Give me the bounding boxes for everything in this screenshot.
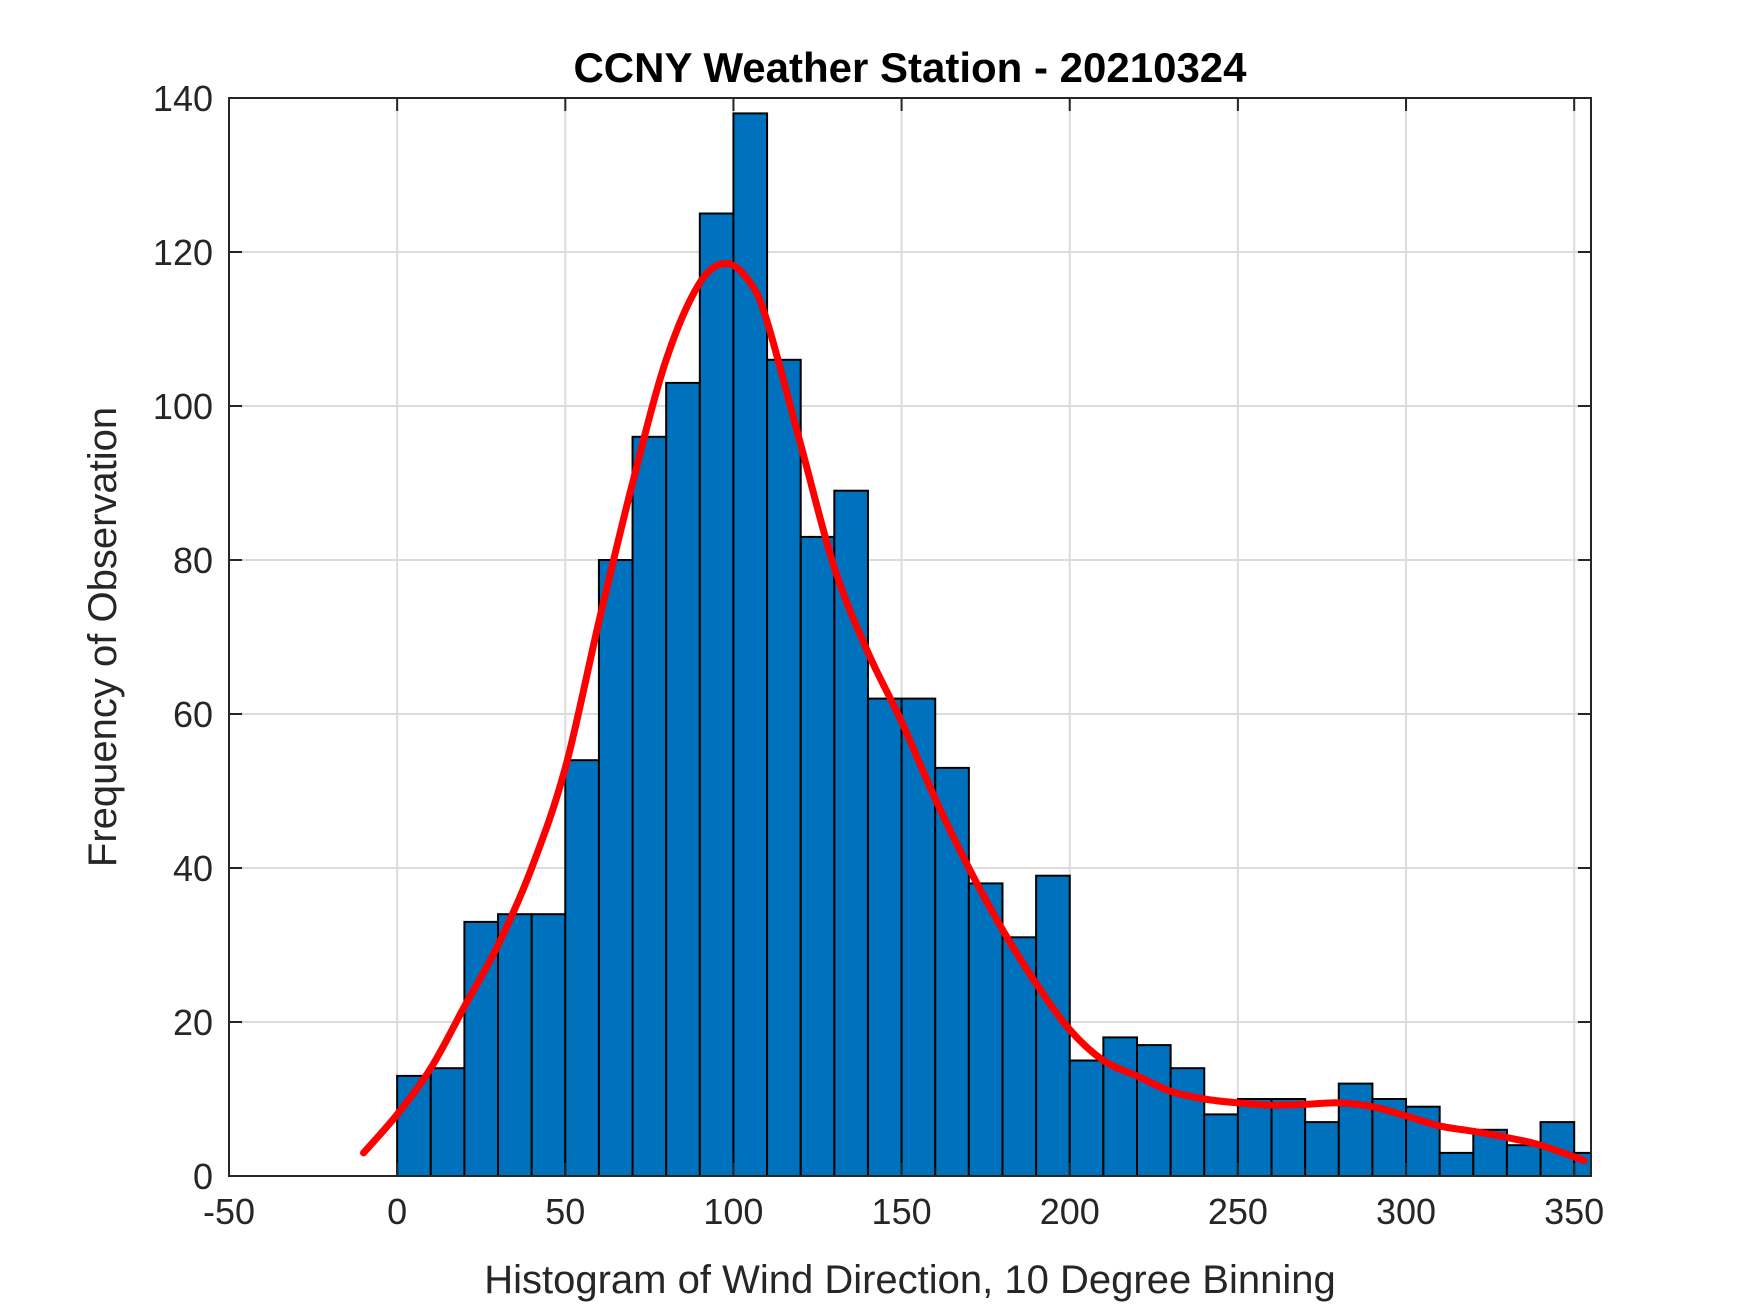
histogram-bar bbox=[631, 435, 668, 1177]
histogram-bar bbox=[766, 358, 802, 1177]
histogram-bar bbox=[564, 759, 600, 1177]
histogram-bar bbox=[1270, 1098, 1307, 1177]
histogram-bar bbox=[429, 1067, 466, 1177]
x-tick-label: 100 bbox=[703, 1191, 763, 1232]
y-tick-label: 0 bbox=[193, 1156, 213, 1197]
x-tick-label: 300 bbox=[1376, 1191, 1436, 1232]
y-tick-label: 140 bbox=[153, 78, 213, 119]
x-tick-label: 50 bbox=[545, 1191, 585, 1232]
y-axis-label: Frequency of Observation bbox=[81, 407, 125, 867]
histogram-bar bbox=[1169, 1067, 1206, 1177]
histogram-bar bbox=[866, 697, 903, 1177]
x-tick-labels: -50 0 50 100 150 200 250 300 350 bbox=[203, 1191, 1604, 1232]
chart-title: CCNY Weather Station - 20210324 bbox=[573, 44, 1247, 91]
fit-curve-layer bbox=[360, 260, 1588, 1165]
y-tick-label: 100 bbox=[153, 386, 213, 427]
histogram-bar bbox=[1068, 1059, 1105, 1177]
y-tick-label: 80 bbox=[173, 540, 213, 581]
histogram-bar bbox=[530, 913, 567, 1177]
histogram-bar bbox=[1337, 1082, 1374, 1177]
x-tick-label: 350 bbox=[1544, 1191, 1604, 1232]
histogram-bar bbox=[698, 212, 735, 1177]
histogram-bar bbox=[1438, 1151, 1475, 1178]
histogram-bar bbox=[833, 489, 869, 1177]
histogram-bar bbox=[1203, 1113, 1239, 1178]
histogram-bar bbox=[1136, 1044, 1172, 1177]
x-tick-label: -50 bbox=[203, 1191, 255, 1232]
x-tick-label: 150 bbox=[872, 1191, 932, 1232]
x-tick-label: 0 bbox=[387, 1191, 407, 1232]
axes-box bbox=[228, 97, 1592, 1177]
x-tick-label: 250 bbox=[1208, 1191, 1268, 1232]
histogram-bar bbox=[732, 112, 769, 1177]
histogram-bar bbox=[967, 882, 1004, 1178]
histogram-bar bbox=[799, 535, 836, 1177]
histogram-bar bbox=[597, 559, 634, 1177]
y-tick-label: 120 bbox=[153, 232, 213, 273]
histogram-bar bbox=[665, 381, 701, 1177]
histogram-bar bbox=[1236, 1098, 1273, 1177]
histogram-bar bbox=[1505, 1144, 1542, 1177]
y-tick-label: 20 bbox=[173, 1002, 213, 1043]
histogram-bar bbox=[463, 920, 500, 1178]
fit-curve bbox=[360, 260, 1588, 1165]
x-tick-label: 200 bbox=[1040, 1191, 1100, 1232]
ticks bbox=[228, 97, 1591, 1177]
y-tick-label: 60 bbox=[173, 694, 213, 735]
histogram-bar bbox=[497, 913, 533, 1177]
histogram-bar bbox=[1102, 1036, 1138, 1178]
y-tick-labels: 0 20 40 60 80 100 120 140 bbox=[153, 78, 213, 1197]
y-tick-label: 40 bbox=[173, 848, 213, 889]
x-axis-label: Histogram of Wind Direction, 10 Degree B… bbox=[484, 1258, 1336, 1302]
histogram-bar bbox=[1304, 1121, 1340, 1177]
histogram-bar bbox=[900, 697, 937, 1177]
